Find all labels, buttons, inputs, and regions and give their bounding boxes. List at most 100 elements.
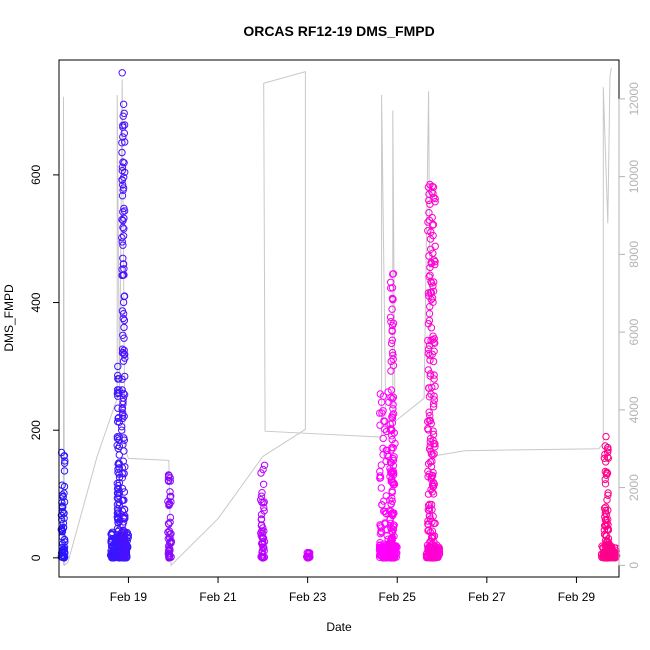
data-point [388, 414, 397, 422]
data-point [113, 505, 122, 513]
data-point [382, 457, 390, 466]
data-point [427, 259, 436, 268]
data-point [388, 478, 397, 486]
data-point [429, 194, 438, 202]
data-point [379, 444, 387, 453]
data-point [120, 292, 128, 301]
data-point [429, 183, 438, 191]
y-axis-left: 0 200 400 600 [29, 165, 60, 561]
data-point [424, 520, 432, 528]
data-point [121, 354, 129, 362]
data-point [118, 532, 127, 540]
data-point [430, 396, 438, 404]
data-point [110, 542, 118, 550]
data-point [426, 434, 435, 443]
data-point [602, 432, 610, 441]
data-point [431, 257, 439, 266]
data-point [428, 518, 436, 526]
data-point [424, 517, 432, 525]
data-point [603, 554, 611, 562]
data-point [118, 375, 126, 383]
data-point [380, 497, 388, 505]
data-point [376, 474, 384, 482]
data-point [118, 163, 127, 171]
data-point [115, 464, 124, 472]
data-point [389, 549, 397, 557]
data-point [388, 327, 396, 335]
data-point [119, 232, 128, 240]
data-point [389, 509, 397, 517]
data-point [604, 489, 612, 497]
data-point [118, 148, 126, 157]
data-point [118, 139, 126, 147]
data-point [603, 469, 612, 477]
data-point [425, 190, 433, 198]
x-tick-label: Feb 21 [199, 590, 237, 604]
data-point [164, 476, 173, 485]
data-point [120, 513, 129, 522]
data-point [389, 401, 397, 409]
data-point [118, 386, 126, 394]
data-point [167, 539, 175, 547]
data-point [259, 524, 267, 532]
data-point [387, 426, 395, 435]
data-point [601, 506, 610, 515]
data-point [429, 427, 437, 435]
data-point [119, 216, 127, 225]
data-point [388, 435, 396, 444]
data-point [601, 554, 609, 562]
data-point [601, 450, 609, 459]
data-point [376, 539, 384, 547]
data-point [60, 452, 68, 460]
data-point [120, 350, 128, 358]
data-point [60, 553, 68, 561]
data-point [118, 409, 127, 417]
data-point [375, 546, 384, 554]
data-point [119, 457, 128, 465]
y-tick-label: 0 [29, 554, 43, 561]
data-point [428, 350, 436, 358]
data-point [389, 405, 397, 413]
data-point [113, 489, 122, 497]
data-point [60, 514, 68, 522]
data-point [428, 552, 437, 560]
data-point [425, 408, 433, 416]
y2-tick-label: 0 [627, 562, 641, 569]
data-point [601, 480, 610, 488]
x-axis: Feb 19 Feb 21 Feb 23 Feb 25 Feb 27 Feb 29 [110, 576, 595, 604]
data-point [377, 398, 386, 406]
data-point [120, 496, 128, 504]
data-point [120, 323, 128, 332]
data-point [164, 473, 173, 481]
data-point [118, 176, 127, 185]
data-point [376, 409, 384, 417]
data-point [380, 417, 388, 425]
data-point [431, 339, 439, 347]
data-point [424, 366, 432, 374]
data-point [60, 498, 69, 506]
data-point [424, 227, 432, 235]
data-point [60, 535, 69, 544]
data-point [429, 544, 438, 552]
data-point [119, 186, 127, 194]
data-point [260, 503, 268, 512]
y-axis-label: DMS_FMPD [2, 284, 16, 352]
data-point [118, 233, 126, 242]
y2-tick-label: 2000 [627, 474, 641, 501]
data-point [424, 336, 432, 345]
data-point [114, 527, 122, 536]
data-point [118, 404, 127, 412]
data-point [428, 488, 436, 496]
data-point [427, 500, 436, 509]
data-point [388, 284, 397, 292]
data-point [59, 492, 67, 501]
data-point [388, 305, 396, 313]
data-point [259, 480, 268, 488]
data-point [119, 254, 127, 262]
data-point [601, 467, 609, 476]
data-point [120, 346, 128, 354]
data-point [166, 518, 174, 526]
data-point [119, 314, 128, 323]
data-point [431, 242, 439, 251]
